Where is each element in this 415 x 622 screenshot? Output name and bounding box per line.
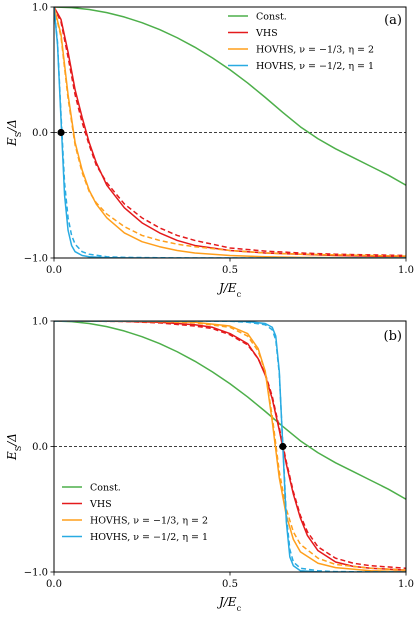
legend-entry: VHS [255,28,278,39]
series-line-2 [54,7,406,257]
x-tick-label: 0.5 [222,579,238,590]
y-tick-label: 1.0 [32,317,48,328]
panel-label: (a) [384,13,402,28]
y-tick-label: 1.0 [32,3,48,14]
legend-entry: HOVHS, ν = −1/2, η = 1 [256,61,374,72]
crossing-point-marker [279,442,287,451]
panel-a: 0.0 0.5 1.0−1.00.01.0J/EcES/Δ(a)Const.VHSH… [5,3,414,299]
crossing-point-marker [57,128,65,137]
x-tick-label: 1.0 [398,265,414,276]
legend: Const. VHS HOVHS, ν = −1/3, η = 2 HOVHS, ν … [228,12,374,72]
y-axis-label: ES/Δ [5,119,23,147]
x-tick-label: 0.5 [222,265,238,276]
y-axis-label: ES/Δ [5,433,23,461]
y-tick-label: 0.0 [32,442,48,453]
series-line-0 [54,7,406,186]
legend-entry: VHS [89,499,112,510]
x-axis-label: J/Ec [216,595,242,613]
series-line-4 [54,7,406,257]
legend-entry: HOVHS, ν = −1/2, η = 1 [90,532,208,543]
series-line-6 [54,7,406,258]
x-axis-label: J/Ec [216,281,242,299]
legend: Const. VHS HOVHS, ν = −1/3, η = 2 HOVHS, ν … [62,483,208,543]
series-line-2 [54,321,406,569]
legend-entry: HOVHS, ν = −1/3, η = 2 [256,45,374,56]
panel-b: 0.0 0.5 1.0−1.00.01.0J/EcES/Δ(b)Const.VHSH… [5,317,414,613]
y-tick-label: −1.0 [24,254,48,265]
panel-label: (b) [384,329,402,344]
legend-entry: Const. [90,483,121,494]
series-line-0 [54,321,406,500]
x-tick-label: 0.0 [46,579,62,590]
legend-entry: Const. [256,12,287,23]
x-tick-label: 1.0 [398,579,414,590]
legend-entry: HOVHS, ν = −1/3, η = 2 [90,516,208,527]
y-tick-label: −1.0 [24,568,48,579]
x-tick-label: 0.0 [46,265,62,276]
y-tick-label: 0.0 [32,128,48,139]
